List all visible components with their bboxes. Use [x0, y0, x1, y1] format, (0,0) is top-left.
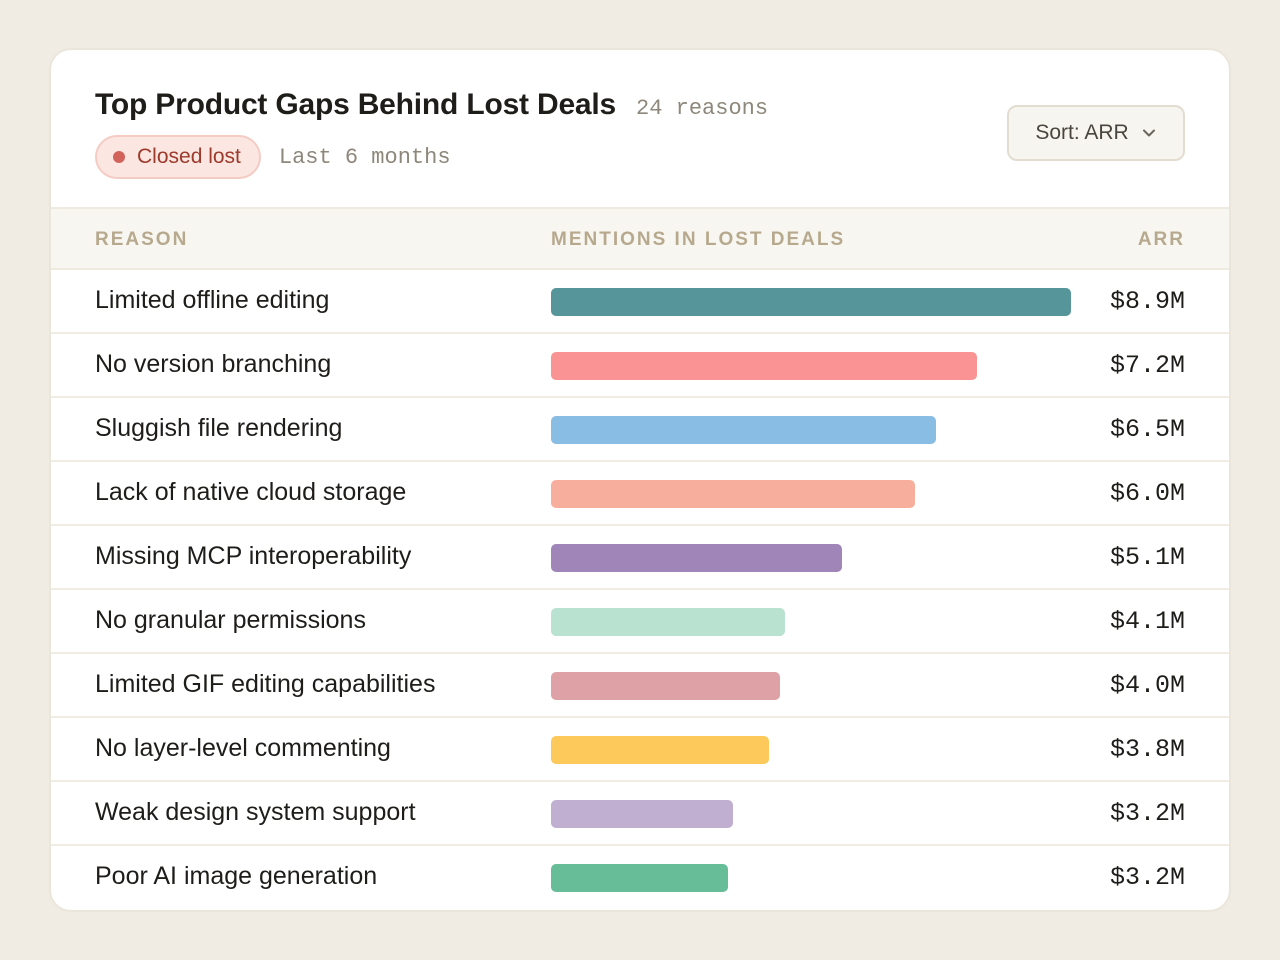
status-dot-icon: [113, 151, 125, 163]
mention-bar: [551, 672, 780, 700]
row-reason-label: Weak design system support: [95, 798, 416, 826]
row-reason-label: Poor AI image generation: [95, 862, 378, 890]
column-header-arr: ARR: [1137, 229, 1185, 250]
column-header-mentions: MENTIONS IN LOST DEALS: [551, 229, 846, 250]
sort-dropdown[interactable]: Sort: ARR: [1007, 105, 1185, 161]
reason-count: 24 reasons: [636, 96, 769, 121]
mention-bar: [551, 480, 915, 508]
row-reason-label: Lack of native cloud storage: [95, 478, 407, 506]
mention-bar: [551, 736, 769, 764]
mention-bar: [551, 608, 785, 636]
table-row[interactable]: Weak design system support $3.2M: [51, 782, 1229, 846]
table-row[interactable]: Limited GIF editing capabilities $4.0M: [51, 654, 1229, 718]
status-badge-label: Closed lost: [137, 145, 241, 168]
table-row[interactable]: No version branching $7.2M: [51, 334, 1229, 398]
row-reason-label: Limited GIF editing capabilities: [95, 670, 436, 698]
meta-row: Closed lost Last 6 months: [95, 135, 451, 179]
mention-bar: [551, 352, 977, 380]
row-arr-value: $6.5M: [1109, 415, 1185, 444]
lost-deals-card: Top Product Gaps Behind Lost Deals 24 re…: [49, 48, 1231, 912]
table-row[interactable]: Limited offline editing $8.9M: [51, 270, 1229, 334]
status-badge: Closed lost: [95, 135, 261, 179]
sort-label: Sort: ARR: [1035, 121, 1129, 144]
table-row[interactable]: Poor AI image generation $3.2M: [51, 846, 1229, 910]
mention-bar: [551, 544, 842, 572]
mention-bar: [551, 800, 733, 828]
table-row[interactable]: Lack of native cloud storage $6.0M: [51, 462, 1229, 526]
row-reason-label: No granular permissions: [95, 606, 366, 634]
table-row[interactable]: Missing MCP interoperability $5.1M: [51, 526, 1229, 590]
row-reason-label: Limited offline editing: [95, 286, 330, 314]
table-row[interactable]: No granular permissions $4.1M: [51, 590, 1229, 654]
row-arr-value: $3.2M: [1109, 799, 1185, 828]
title-row: Top Product Gaps Behind Lost Deals 24 re…: [95, 88, 768, 122]
row-arr-value: $5.1M: [1109, 543, 1185, 572]
time-period: Last 6 months: [278, 144, 451, 170]
row-arr-value: $8.9M: [1109, 287, 1185, 316]
row-reason-label: Sluggish file rendering: [95, 414, 343, 442]
row-reason-label: No layer-level commenting: [95, 734, 391, 762]
mention-bar: [551, 288, 1071, 316]
card-header: Top Product Gaps Behind Lost Deals 24 re…: [51, 50, 1229, 208]
row-arr-value: $7.2M: [1109, 351, 1185, 380]
column-header-reason: REASON: [95, 229, 189, 250]
mention-bar: [551, 864, 728, 892]
row-reason-label: No version branching: [95, 350, 332, 378]
table-header: REASON MENTIONS IN LOST DEALS ARR: [51, 207, 1229, 270]
row-arr-value: $3.8M: [1109, 735, 1185, 764]
table-row[interactable]: No layer-level commenting $3.8M: [51, 718, 1229, 782]
row-arr-value: $4.1M: [1109, 607, 1185, 636]
table-row[interactable]: Sluggish file rendering $6.5M: [51, 398, 1229, 462]
page-title: Top Product Gaps Behind Lost Deals: [95, 88, 617, 121]
chevron-down-icon: [1142, 129, 1155, 137]
row-arr-value: $6.0M: [1109, 479, 1185, 508]
table-body: Limited offline editing $8.9M No version b…: [51, 270, 1229, 910]
row-arr-value: $3.2M: [1109, 863, 1185, 892]
row-reason-label: Missing MCP interoperability: [95, 542, 412, 570]
row-arr-value: $4.0M: [1109, 671, 1185, 700]
mention-bar: [551, 416, 936, 444]
